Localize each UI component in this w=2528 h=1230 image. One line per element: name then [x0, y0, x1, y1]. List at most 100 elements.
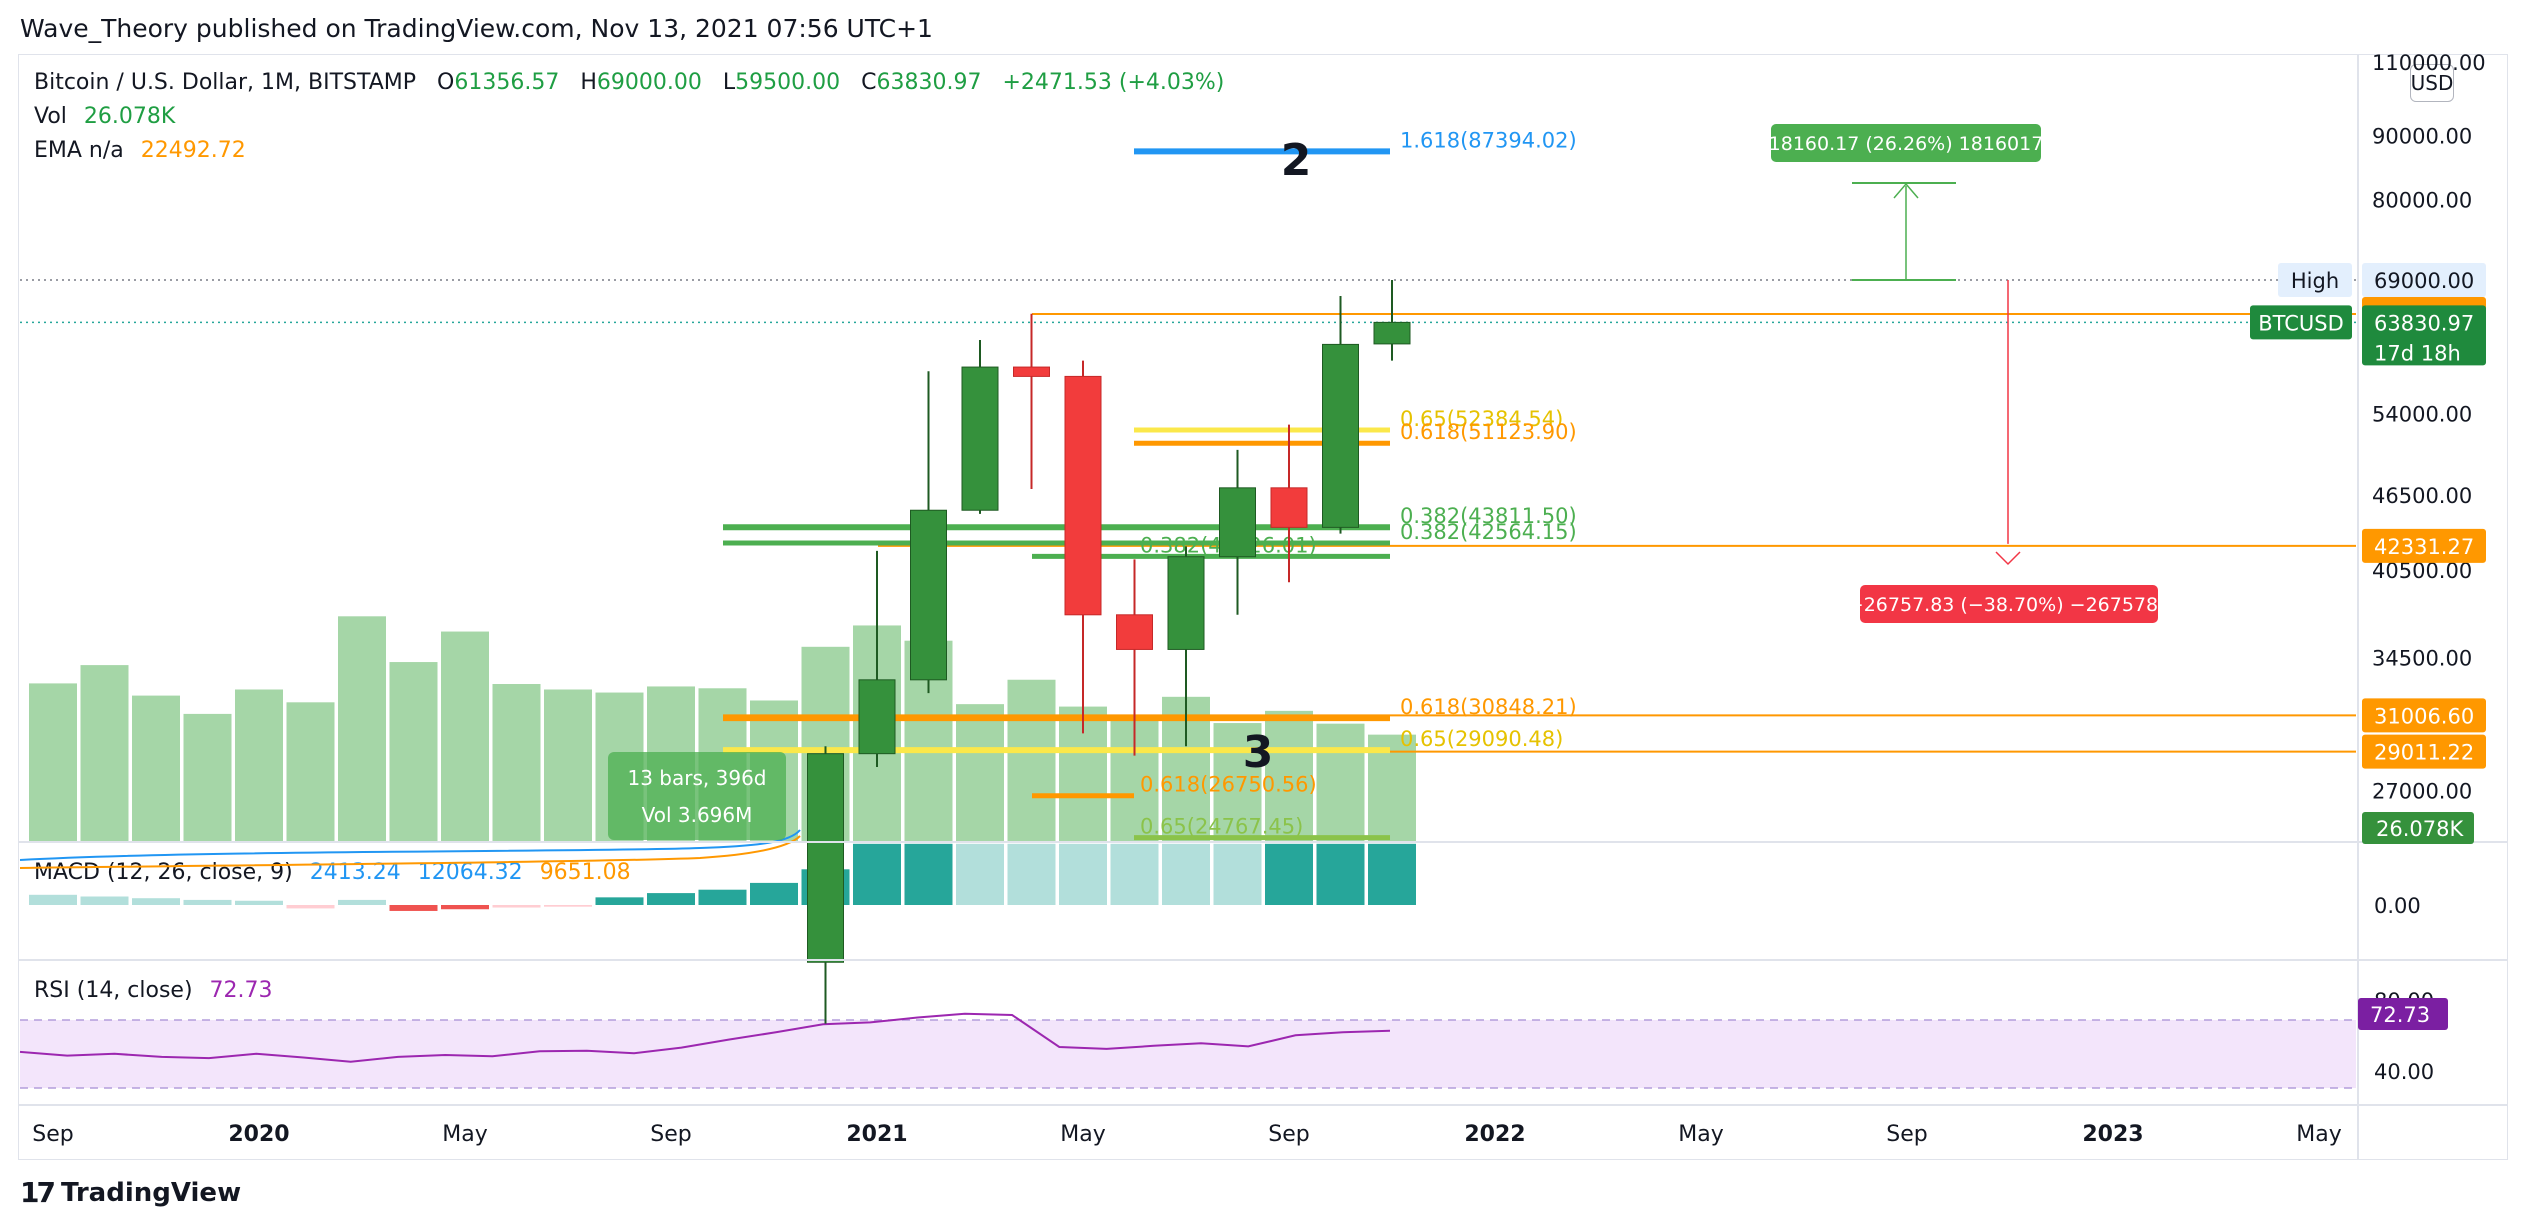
time-axis-label: May — [442, 1122, 487, 1147]
volume-bar — [1007, 679, 1056, 842]
volume-bar — [389, 662, 438, 842]
measure-badge-up — [1771, 124, 2041, 162]
open-value: 61356.57 — [454, 70, 560, 95]
volume-value: 26.078K — [83, 104, 176, 129]
volume-bar — [183, 713, 232, 842]
chart-frame — [18, 54, 2508, 1160]
candle-body — [1373, 321, 1411, 345]
macd-histogram-bar — [698, 889, 747, 905]
arrow-down-icon — [1995, 551, 2021, 566]
symbol-title[interactable]: Bitcoin / U.S. Dollar, 1M, BITSTAMP — [34, 70, 417, 95]
volume-bar — [80, 665, 129, 842]
candle-body — [961, 366, 999, 511]
macd-histogram-bar — [595, 897, 644, 905]
low-label: L — [722, 70, 736, 95]
candle-body — [1219, 487, 1256, 558]
volume-bar — [492, 684, 541, 842]
time-axis-label: May — [1060, 1122, 1105, 1147]
rsi-badge-value: 72.73 — [2370, 1003, 2430, 1027]
bars-range-volume: Vol 3.696M — [642, 803, 753, 827]
footer-brand[interactable]: 17 TradingView — [20, 1176, 241, 1209]
price-badge-countdown: 17d 18h — [2374, 341, 2461, 365]
macd-histogram-bar — [338, 899, 386, 905]
time-axis-label: Sep — [32, 1122, 73, 1147]
macd-signal-line — [19, 835, 801, 869]
price-badge — [2362, 263, 2486, 297]
volume-bar — [544, 689, 592, 842]
fib-level-label: 0.618(26750.56) — [1140, 773, 1317, 797]
time-axis-label: Sep — [650, 1122, 691, 1147]
close-label: C — [861, 70, 877, 95]
volume-badge — [2362, 812, 2474, 844]
footer-brand-text: TradingView — [60, 1177, 242, 1208]
price-tag — [2278, 263, 2352, 297]
time-axis-label: May — [1678, 1122, 1723, 1147]
macd-histogram-bar — [183, 899, 232, 905]
price-axis-label: 54000.00 — [2372, 402, 2472, 426]
price-badge-value: 69000.00 — [2374, 269, 2474, 293]
macd-histogram-bar — [1213, 843, 1262, 905]
fib-level-label: 0.65(52384.54) — [1400, 407, 1563, 431]
volume-bar — [286, 702, 335, 842]
bars-range-count: 13 bars, 396d — [628, 766, 767, 790]
candle-body — [910, 509, 947, 681]
price-badge — [2362, 698, 2486, 733]
fib-level-label: 0.65(24767.45) — [1140, 815, 1303, 839]
wave-label-3: 3 — [1243, 727, 1274, 778]
ema-label[interactable]: EMA n/a — [34, 138, 124, 163]
macd-signal-value: 12064.32 — [417, 860, 523, 885]
macd-label[interactable]: MACD (12, 26, close, 9) — [34, 860, 293, 885]
currency-button[interactable]: USD — [2410, 64, 2454, 102]
volume-bar — [1213, 723, 1262, 842]
volume-bar — [338, 616, 386, 842]
high-label: H — [580, 70, 597, 95]
measure-badge-down — [1860, 585, 2158, 623]
candle-body — [1167, 556, 1205, 650]
macd-line — [19, 829, 801, 861]
macd-histogram-bar — [750, 882, 798, 905]
macd-histogram-bar — [1368, 843, 1416, 905]
candle-body — [1013, 366, 1050, 377]
volume-bar — [132, 695, 180, 842]
price-tag-label: High — [2291, 269, 2339, 293]
ema-value: 22492.72 — [140, 138, 246, 163]
macd-histogram-bar — [235, 900, 283, 905]
price-badge-value: 31006.60 — [2374, 704, 2474, 728]
price-axis-label: 27000.00 — [2372, 780, 2472, 804]
symbol-legend: Bitcoin / U.S. Dollar, 1M, BITSTAMP O613… — [34, 70, 1224, 95]
rsi-label[interactable]: RSI (14, close) — [34, 978, 193, 1003]
time-axis-label: 2022 — [1464, 1122, 1525, 1147]
volume-bar — [956, 704, 1004, 842]
volume-bar — [235, 689, 283, 842]
time-axis-label: 2021 — [846, 1122, 907, 1147]
time-axis-label: 2023 — [2082, 1122, 2143, 1147]
high-value: 69000.00 — [596, 70, 702, 95]
macd-histogram-bar — [1059, 843, 1107, 905]
wave-label-2: 2 — [1281, 135, 1312, 186]
rsi-legend: RSI (14, close) 72.73 — [34, 978, 273, 1003]
candle-body — [858, 679, 896, 755]
fib-level-label: 0.65(29090.48) — [1400, 727, 1563, 751]
macd-histogram-bar — [80, 896, 129, 905]
macd-histogram-bar — [29, 894, 77, 905]
price-badge-value: 42331.27 — [2374, 535, 2474, 559]
rsi-badge — [2358, 998, 2448, 1030]
fib-level-label: 0.618(51123.90) — [1400, 420, 1577, 444]
macd-histogram-bar — [544, 905, 592, 907]
macd-histogram-bar — [1162, 843, 1210, 905]
fib-level-label: 0.618(30848.21) — [1400, 695, 1577, 719]
measure-down-label: −26757.83 (−38.70%) −2675783 — [1848, 594, 2170, 616]
candle-body — [807, 753, 844, 963]
arrow-up-icon — [1893, 182, 1919, 199]
time-axis-label: May — [2296, 1122, 2341, 1147]
bars-range-tooltip — [608, 752, 786, 840]
change-value: +2471.53 (+4.03%) — [1002, 70, 1225, 95]
macd-histogram-bar — [1007, 843, 1056, 905]
volume-bar — [441, 631, 489, 842]
price-tag — [2250, 305, 2352, 340]
macd-histogram-bar — [389, 905, 438, 911]
volume-label[interactable]: Vol — [34, 104, 67, 129]
rsi-band — [20, 1020, 2356, 1088]
price-axis-label: 46500.00 — [2372, 484, 2472, 508]
